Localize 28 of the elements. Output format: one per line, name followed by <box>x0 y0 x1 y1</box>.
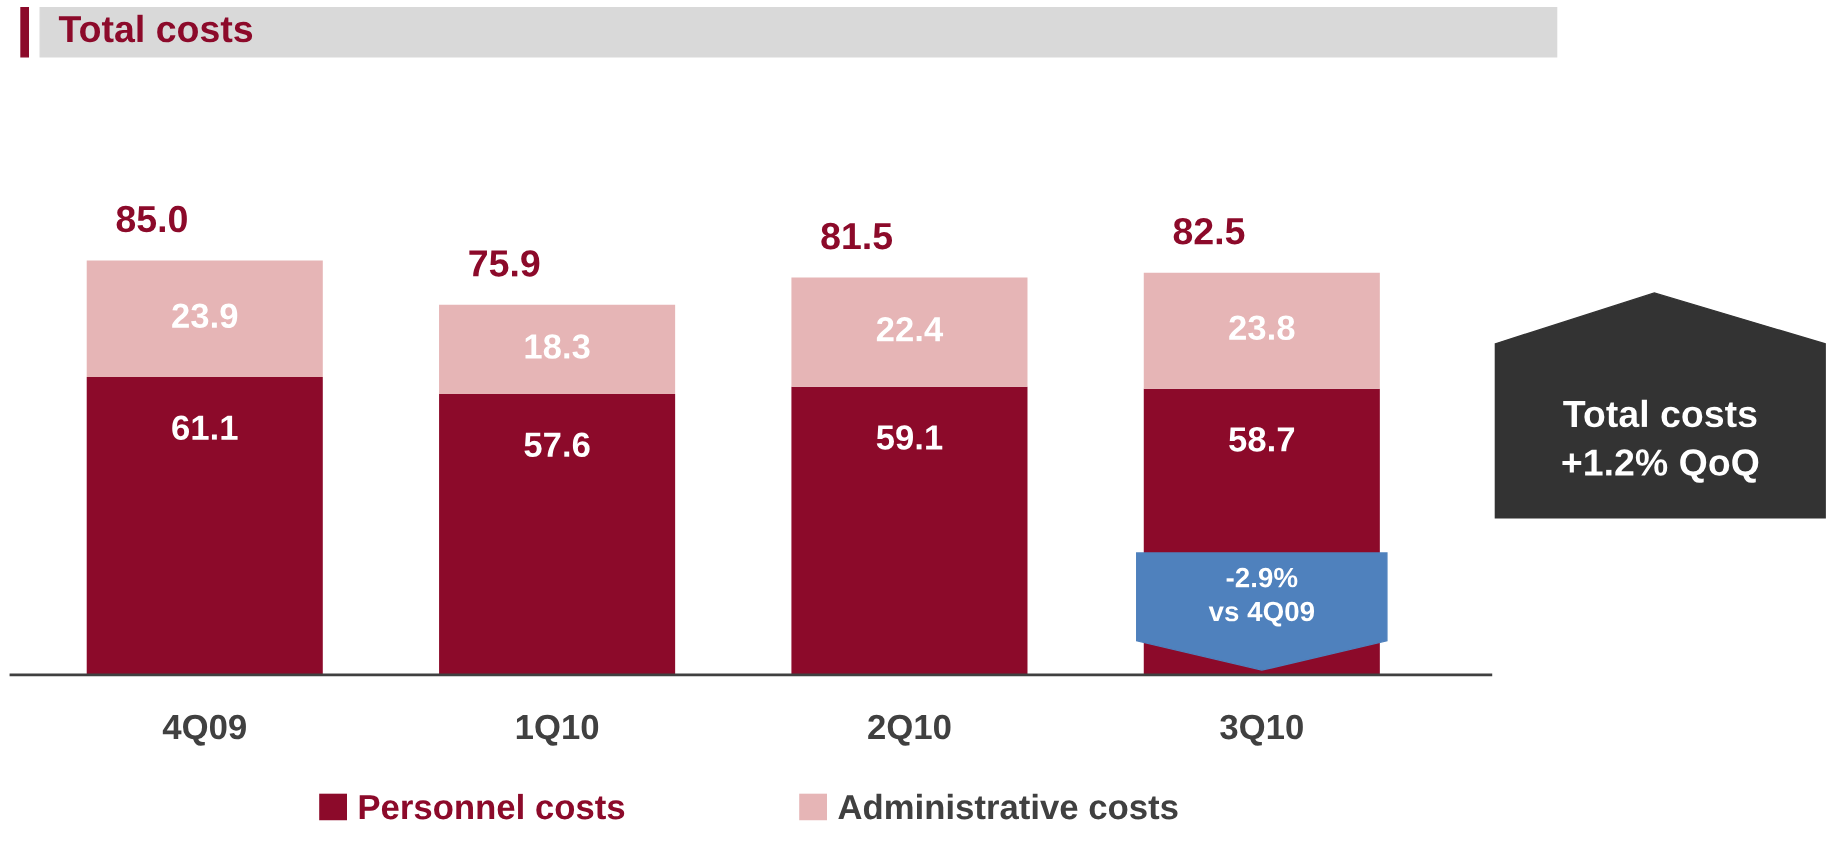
x-tick-label: 1Q10 <box>516 714 599 746</box>
bar <box>791 277 1028 387</box>
total-label: 75.9 <box>469 250 540 277</box>
data-label: 18.3 <box>525 334 590 359</box>
bar <box>439 304 676 395</box>
bar <box>86 377 323 675</box>
x-tick-label: 3Q10 <box>1220 714 1303 746</box>
data-label: 57.6 <box>524 432 590 458</box>
data-label: 58.7 <box>1229 427 1295 452</box>
total-label: 82.5 <box>1173 217 1245 245</box>
legend-label: Administrative costs <box>838 793 1178 820</box>
chart-title: Total costs <box>58 14 253 43</box>
x-tick-label: 2Q10 <box>868 714 951 746</box>
legend-label: Personnel costs <box>359 793 625 820</box>
data-label: 22.4 <box>876 316 944 342</box>
data-label: 23.8 <box>1229 315 1295 341</box>
data-label: 61.1 <box>172 415 238 440</box>
data-label: 59.1 <box>876 425 943 450</box>
bar <box>1143 272 1380 389</box>
annotation: -2.9% vs 4Q09 <box>1208 567 1315 627</box>
x-tick-label: 4Q09 <box>162 714 246 746</box>
total-label: 81.5 <box>821 222 893 250</box>
bar <box>86 260 323 378</box>
bar <box>791 386 1028 675</box>
bar <box>439 394 676 675</box>
data-label: 23.9 <box>172 303 238 329</box>
total-label: 85.0 <box>116 205 187 233</box>
text: Total costs +1.2% QoQ <box>1562 399 1759 483</box>
